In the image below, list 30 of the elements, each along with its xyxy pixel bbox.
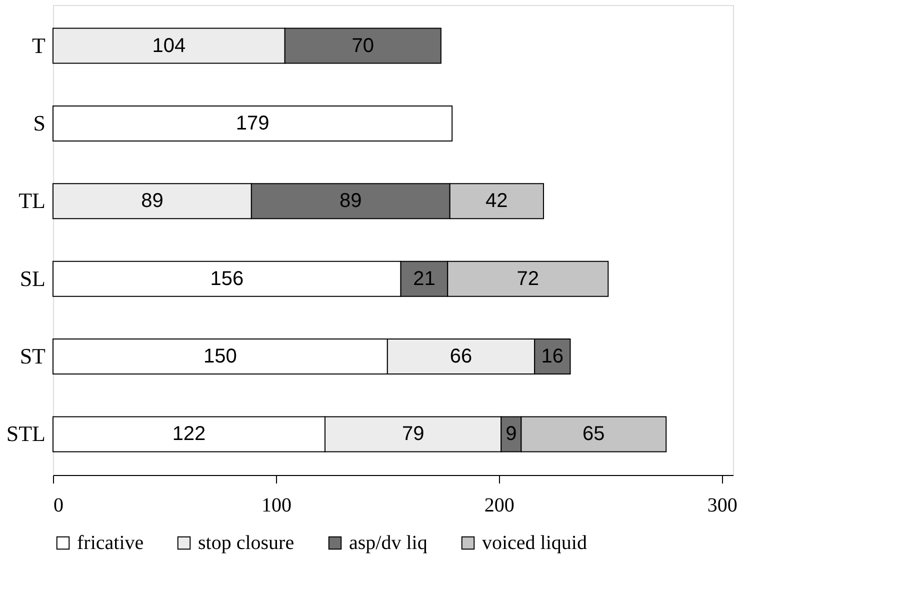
data-label: 79 — [402, 423, 424, 446]
legend-label: asp/dv liq — [349, 532, 428, 554]
legend-label: voiced liquid — [482, 532, 587, 554]
x-tick-label: 100 — [261, 494, 292, 516]
data-label: 179 — [236, 112, 270, 134]
y-tick-label: STL — [6, 421, 46, 446]
data-label: 65 — [582, 423, 605, 446]
x-tick-label: 0 — [54, 494, 64, 516]
y-tick-label: S — [33, 110, 46, 136]
data-label: 89 — [141, 190, 164, 212]
data-label: 156 — [210, 268, 244, 290]
y-tick-label: ST — [20, 344, 46, 369]
data-label: 72 — [516, 268, 540, 290]
data-label: 42 — [486, 190, 508, 212]
data-label: 66 — [450, 346, 472, 368]
data-label: 104 — [152, 34, 186, 57]
x-tick-label: 300 — [707, 494, 738, 516]
data-label: 122 — [172, 423, 206, 446]
y-tick-label: SL — [20, 266, 46, 291]
y-tick-label: TL — [18, 188, 46, 214]
y-tick-label: T — [32, 32, 46, 58]
data-label: 150 — [204, 346, 237, 368]
x-tick-label: 200 — [484, 494, 514, 516]
data-label: 89 — [340, 190, 362, 212]
legend-label: stop closure — [198, 532, 294, 554]
data-label: 21 — [413, 268, 436, 290]
data-label: 16 — [541, 346, 564, 368]
data-label: 9 — [506, 423, 517, 446]
legend-label: fricative — [77, 532, 144, 554]
data-label: 70 — [352, 34, 374, 57]
